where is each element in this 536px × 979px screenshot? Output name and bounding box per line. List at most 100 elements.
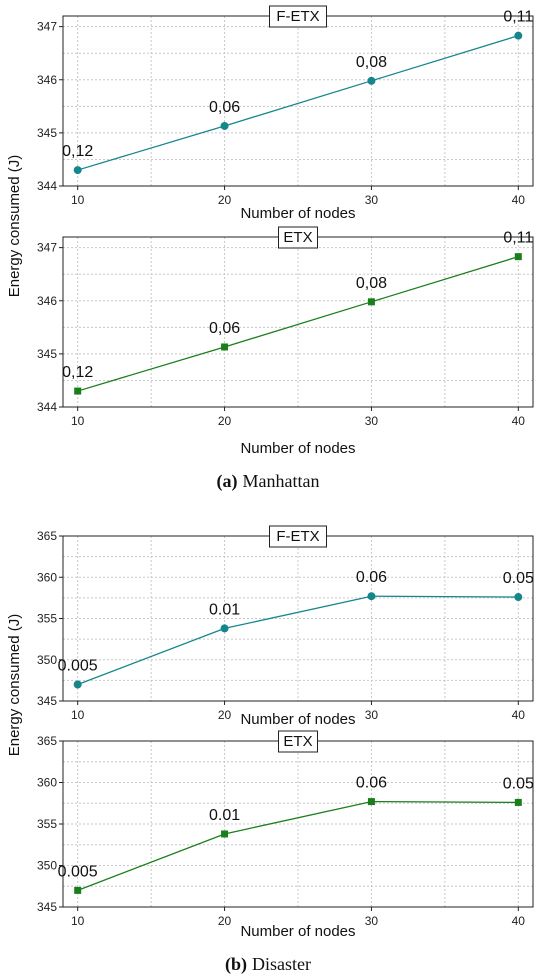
data-label: 0.01 <box>209 807 240 824</box>
y-axis-title-bottom: Energy consumed (J) <box>6 614 23 757</box>
data-label: 0,11 <box>503 230 533 247</box>
x-tick-label: 30 <box>365 414 379 428</box>
panel-title-frame <box>269 5 327 28</box>
data-point <box>73 166 82 175</box>
data-label: 0,08 <box>356 54 387 71</box>
x-tick-label: 40 <box>512 914 526 928</box>
x-axis-title: Number of nodes <box>240 711 355 728</box>
panel-title-box: ETX <box>278 730 318 753</box>
data-point <box>514 31 523 40</box>
series-line <box>77 800 519 892</box>
data-label: 0.005 <box>58 658 98 675</box>
data-point <box>367 76 376 85</box>
caption-a-letter: (a) <box>217 471 238 492</box>
x-tick-label: 20 <box>218 414 232 428</box>
chart-panel-manhattan-etx: 10 20 30 40 344 345 346 347 Number of nodes 0,12 0… <box>37 226 534 457</box>
y-tick-label: 355 <box>37 612 57 626</box>
data-label: 0,12 <box>62 364 93 381</box>
panel-title-frame <box>278 226 318 249</box>
caption-b-letter: (b) <box>225 954 247 975</box>
caption-b-text: Disaster <box>252 954 311 974</box>
data-label: 0,06 <box>209 320 240 337</box>
data-label: 0.05 <box>503 570 534 587</box>
series-line <box>77 35 519 171</box>
y-tick-label: 350 <box>37 859 57 873</box>
y-tick-label: 365 <box>37 734 57 748</box>
x-tick-label: 30 <box>365 914 379 928</box>
y-tick-label: 344 <box>37 400 57 414</box>
caption-a-text: Manhattan <box>243 471 320 491</box>
x-axis-title: Number of nodes <box>240 205 355 222</box>
chart-panel-disaster-fetx: 10 20 30 40 345 350 355 360 365 Number of nodes 0.… <box>37 525 534 728</box>
series-line <box>77 595 519 686</box>
data-label: 0.005 <box>58 863 98 880</box>
data-point <box>220 121 229 130</box>
panel-title: F-ETX <box>276 8 319 25</box>
grid <box>63 237 533 408</box>
data-label: 0.05 <box>503 775 534 792</box>
data-point <box>367 798 375 806</box>
x-tick-label: 20 <box>218 708 232 722</box>
panel-title-box: F-ETX <box>269 525 327 548</box>
series-line <box>77 256 519 392</box>
y-tick-label: 346 <box>37 73 57 87</box>
data-point <box>367 298 375 306</box>
y-tick-label: 350 <box>37 653 57 667</box>
panel-title-frame <box>269 525 327 548</box>
x-tick-label: 20 <box>218 193 232 207</box>
data-label: 0,12 <box>62 143 93 160</box>
y-tick-label: 347 <box>37 241 57 255</box>
data-label: 0,06 <box>209 99 240 116</box>
x-axis-title: Number of nodes <box>240 440 355 457</box>
data-point <box>367 592 376 601</box>
data-label: 0.01 <box>209 601 240 618</box>
grid <box>63 740 533 908</box>
panel-title: ETX <box>283 733 312 750</box>
data-point <box>514 798 522 806</box>
x-tick-label: 10 <box>71 708 85 722</box>
y-tick-label: 345 <box>37 900 57 914</box>
y-tick-label: 345 <box>37 694 57 708</box>
data-label: 0.06 <box>356 569 387 586</box>
panel-title-box: F-ETX <box>269 5 327 28</box>
x-tick-label: 40 <box>512 708 526 722</box>
x-tick-label: 10 <box>71 914 85 928</box>
y-tick-label: 346 <box>37 294 57 308</box>
x-tick-label: 30 <box>365 193 379 207</box>
x-tick-label: 20 <box>218 914 232 928</box>
panel-title-box: ETX <box>278 226 318 249</box>
y-tick-label: 355 <box>37 817 57 831</box>
data-label: 0,11 <box>503 9 533 26</box>
y-axis-title-top: Energy consumed (J) <box>6 155 23 298</box>
data-label: 0,08 <box>356 275 387 292</box>
data-point <box>221 343 229 351</box>
chart-panel-manhattan-fetx: 10 20 30 40 344 345 346 347 Number of nodes 0,12 0… <box>37 5 534 222</box>
data-label: 0.06 <box>356 775 387 792</box>
data-point <box>514 593 523 602</box>
data-point <box>220 624 229 633</box>
y-tick-label: 345 <box>37 347 57 361</box>
panel-title: F-ETX <box>276 528 319 545</box>
y-tick-label: 360 <box>37 776 57 790</box>
caption-a: (a) Manhattan <box>217 471 320 492</box>
data-point <box>73 680 82 689</box>
data-point <box>74 387 82 395</box>
data-point <box>514 253 522 261</box>
data-point <box>74 886 82 894</box>
x-tick-label: 40 <box>512 193 526 207</box>
chart-panel-disaster-etx: 10 20 30 40 345 350 355 360 365 Number of nodes 0.… <box>37 730 534 940</box>
x-tick-label: 10 <box>71 193 85 207</box>
panel-title-frame <box>278 730 318 753</box>
data-point <box>221 830 229 838</box>
x-axis-title: Number of nodes <box>240 923 355 940</box>
y-tick-label: 345 <box>37 126 57 140</box>
grid <box>63 16 533 187</box>
x-tick-label: 30 <box>365 708 379 722</box>
y-tick-label: 365 <box>37 529 57 543</box>
grid <box>63 535 533 702</box>
y-tick-label: 347 <box>37 20 57 34</box>
x-tick-label: 40 <box>512 414 526 428</box>
x-tick-label: 10 <box>71 414 85 428</box>
y-tick-label: 344 <box>37 179 57 193</box>
